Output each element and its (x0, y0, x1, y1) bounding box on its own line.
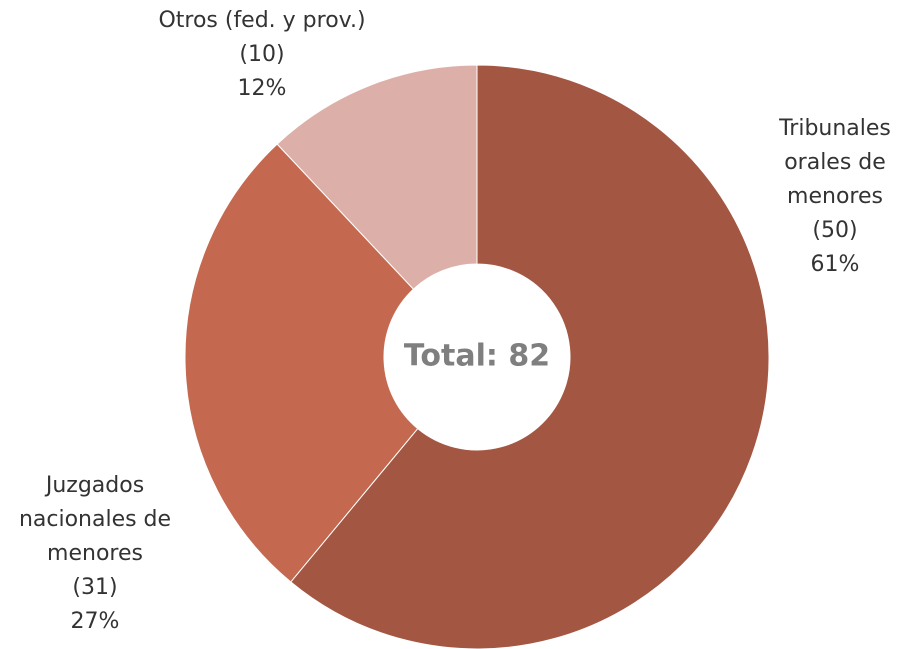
count-label: (50) (812, 218, 858, 243)
value-label: 12% (237, 76, 287, 101)
slice-label: Juzgados nacionales de menores (31) 27% (8, 469, 182, 639)
count-label: (10) (239, 42, 285, 67)
slice (276, 64, 478, 290)
value-label: 27% (70, 609, 120, 634)
slice (184, 143, 419, 583)
center-label: Total: 82 (404, 339, 550, 374)
slice-label: Otros (fed. y prov.) (10) 12% (112, 4, 412, 106)
category-label: Juzgados nacionales de menores (18, 473, 172, 566)
category-label: Otros (fed. y prov.) (158, 8, 366, 33)
slice-label: Tribunales orales de menores (50) 61% (762, 112, 908, 282)
count-label: (31) (72, 575, 118, 600)
category-label: Tribunales orales de menores (779, 116, 891, 209)
value-label: 61% (810, 252, 860, 277)
